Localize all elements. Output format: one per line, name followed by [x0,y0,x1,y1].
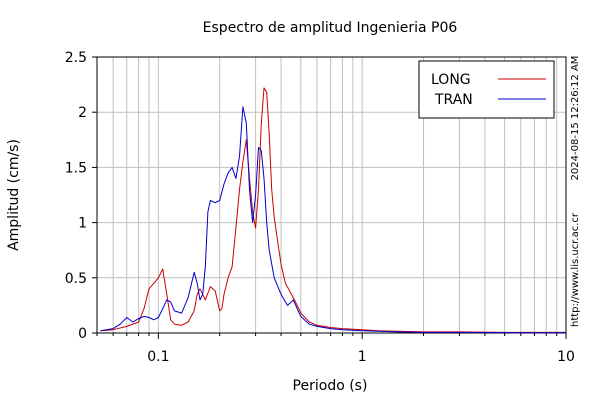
y-tick-label: 0.5 [65,271,87,287]
plot-frame [96,56,567,334]
y-tick-label: 0 [78,326,87,342]
timestamp-label: 2024-08-15 12:26:12 AM [570,56,581,181]
axis-ticks: 0 0.5 1 1.5 2 2.5 0.1 1 10 [65,50,575,365]
source-url-label: http://www.lis.ucr.ac.cr [570,212,581,327]
y-tick-label: 2.5 [65,50,87,66]
x-tick-label: 0.1 [147,349,169,365]
legend-box [418,60,555,119]
legend: LONG TRAN [418,60,555,119]
series-line-long [100,87,566,333]
x-tick-label: 1 [358,349,367,365]
y-tick-label: 2 [78,105,87,121]
x-tick-label: 10 [557,349,575,365]
legend-label-long: LONG [431,72,471,88]
series-lines [100,87,566,334]
y-tick-label: 1.5 [65,160,87,176]
legend-label-tran: TRAN [434,92,473,108]
x-axis-label: Periodo (s) [293,378,368,394]
y-axis-label: Amplitud (cm/s) [6,139,22,251]
series-line-tran [100,106,566,334]
y-tick-label: 1 [78,216,87,232]
chart-title: Espectro de amplitud Ingenieria P06 [203,20,458,36]
